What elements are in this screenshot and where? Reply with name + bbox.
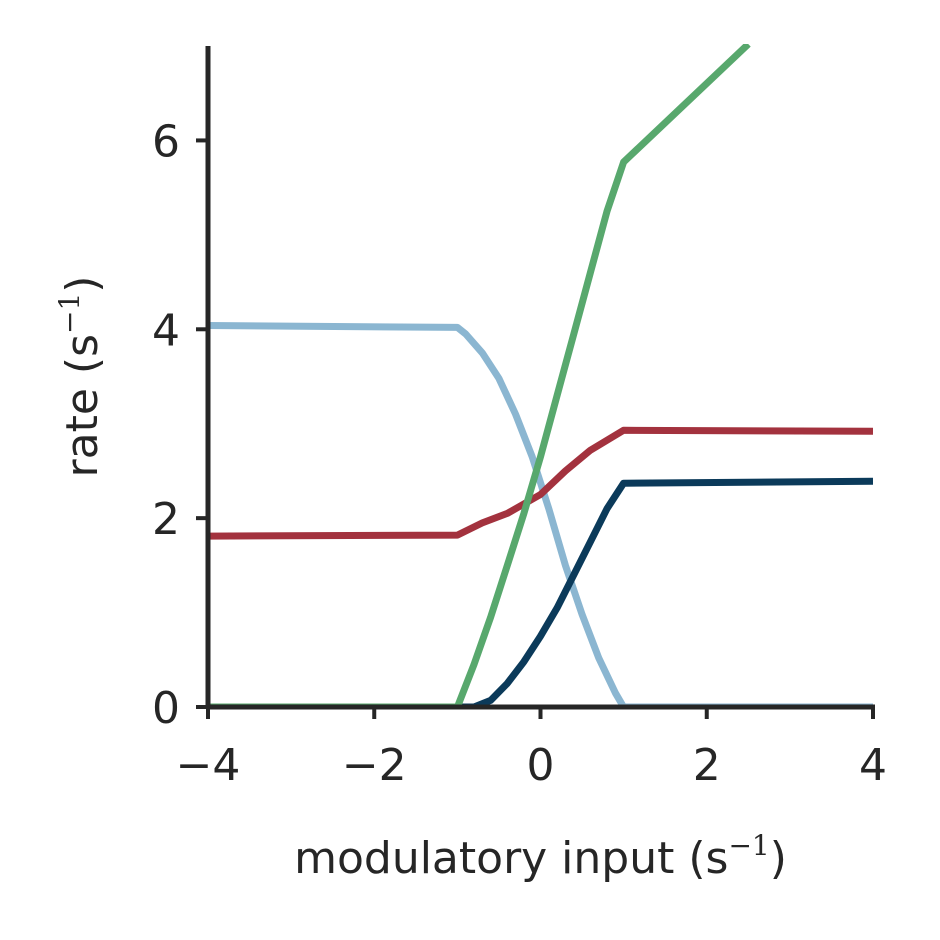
x-tick-label: 0 xyxy=(527,740,555,791)
y-tick-label: 0 xyxy=(152,683,180,734)
x-ticks: −4 −2 0 2 4 xyxy=(176,707,887,791)
series-line-3 xyxy=(208,477,873,709)
y-ticks: 0 2 4 6 xyxy=(152,116,208,734)
y-tick-label: 2 xyxy=(152,494,180,545)
x-tick-label: 4 xyxy=(859,740,887,791)
y-axis-label: rate (s−1) xyxy=(53,276,108,478)
y-tick-label: 4 xyxy=(152,305,180,356)
series-line-2 xyxy=(208,426,873,540)
y-tick-label: 6 xyxy=(152,116,180,167)
series-line-4 xyxy=(208,44,751,709)
x-tick-label: −4 xyxy=(176,740,241,791)
x-axis-label: modulatory input (s−1) xyxy=(294,829,787,884)
series-line-1 xyxy=(208,322,873,709)
x-tick-label: −2 xyxy=(342,740,407,791)
series-layer xyxy=(208,44,873,709)
x-tick-label: 2 xyxy=(693,740,721,791)
